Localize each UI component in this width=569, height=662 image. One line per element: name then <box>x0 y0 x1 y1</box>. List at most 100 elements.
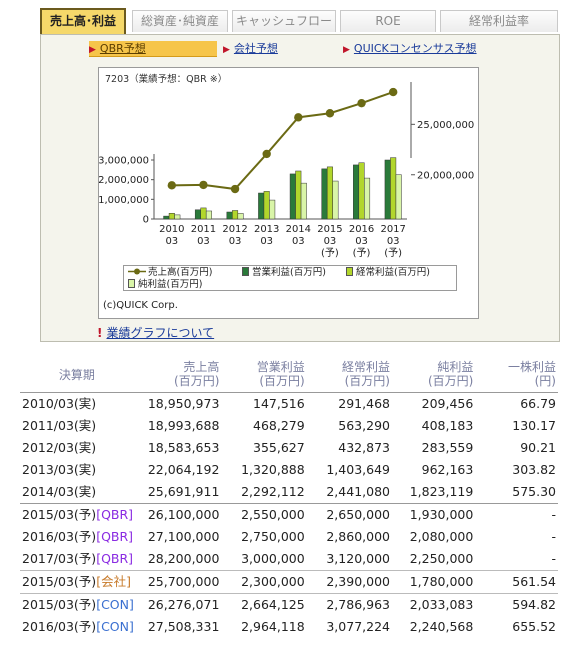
sales-cell: 18,950,973 <box>147 395 220 411</box>
legend-sales-label: 売上高(百万円) <box>148 267 213 278</box>
tab-cashflow[interactable]: キャッシュフロー <box>232 10 336 32</box>
sales-point <box>167 181 177 190</box>
sales-cell: 18,583,653 <box>147 439 220 455</box>
bar-operating <box>289 173 296 220</box>
sales-point <box>388 87 398 97</box>
tab-ordinary-margin[interactable]: 経常利益率 <box>440 10 558 32</box>
ordinary-cell: 3,077,224 <box>326 618 390 634</box>
operating-cell: 3,000,000 <box>241 550 305 566</box>
company-forecast-link[interactable]: 会社予想 <box>233 42 278 55</box>
col-net: 純利益 (百万円) <box>391 360 476 393</box>
table-header-row: 決算期 売上高 (百万円) 営業利益 (百万円) 経常利益 (百万円) 純利益 (百万円… <box>20 360 558 393</box>
sales-cell: 25,691,911 <box>147 483 220 499</box>
table-row: 2017/03(予)[QBR] 28,200,000 3,000,000 3,120,… <box>20 548 558 571</box>
sales-point <box>262 149 271 159</box>
table-body: 2010/03(実) 18,950,973 147,516 291,468 209,45… <box>20 392 558 638</box>
ordinary-cell: 1,403,649 <box>326 461 390 477</box>
subnav-company[interactable]: ▶ 会社予想 <box>223 41 343 57</box>
sales-line <box>171 91 394 191</box>
chart-note: ! 業績グラフについて <box>97 324 214 341</box>
category-label: 2011 <box>191 224 216 235</box>
table-row: 2015/03(予)[CON] 26,276,071 2,664,125 2,786,… <box>20 592 558 616</box>
bar-ordinary <box>326 166 333 220</box>
period-cell: 2013/03(実) <box>22 461 97 477</box>
net-cell: 209,456 <box>421 395 474 411</box>
chart-panel: ▶ QBR予想 ▶ 会社予想 ▶ QUICKコンセンサス予想 7203（業績予想：QB… <box>40 34 560 342</box>
arrow-right-icon: ▶ <box>223 45 230 55</box>
table-row: 2010/03(実) 18,950,973 147,516 291,468 209,45… <box>20 392 558 415</box>
category-label: (予) <box>384 247 402 259</box>
qbr-link[interactable]: QBR予想 <box>99 42 146 55</box>
bar-operating <box>321 168 328 220</box>
category-label: 03 <box>324 236 337 247</box>
sales-point <box>199 180 208 190</box>
bar-net <box>395 174 402 220</box>
category-label: 03 <box>260 236 273 247</box>
sales-cell: 26,100,000 <box>135 502 222 526</box>
operating-cell: 1,320,888 <box>241 461 305 477</box>
copyright: (c)QUICK Corp. <box>103 300 178 311</box>
earnings-table: 決算期 売上高 (百万円) 営業利益 (百万円) 経常利益 (百万円) 純利益 (百万円… <box>20 360 558 638</box>
tab-sales-profit[interactable]: 売上高･利益 <box>40 8 126 34</box>
table-row: 2012/03(実) 18,583,653 355,627 432,873 283,55… <box>20 437 558 459</box>
legend-line-icon <box>128 268 146 275</box>
net-cell: 1,780,000 <box>391 569 476 593</box>
sales-cell: 28,200,000 <box>147 550 220 566</box>
chart-title: 7203（業績予想：QBR ※） <box>105 73 227 85</box>
net-cell: 283,559 <box>421 439 474 455</box>
net-cell: 1,823,119 <box>409 483 474 499</box>
operating-cell: 2,664,125 <box>221 592 307 616</box>
eps-cell: - <box>551 528 556 544</box>
bar-net <box>364 177 371 220</box>
bar-net <box>332 180 339 220</box>
category-label: 2017 <box>380 224 405 235</box>
bar-ordinary <box>200 207 207 220</box>
eps-cell: - <box>551 550 556 566</box>
operating-cell: 355,627 <box>253 439 305 455</box>
ordinary-cell: 2,786,963 <box>306 592 392 616</box>
table-row: 2014/03(実) 25,691,911 2,292,112 2,441,080 1,… <box>20 481 558 504</box>
chart-legend: 売上高(百万円) 営業利益(百万円) 経常利益(百万円) 純利益(百万円) <box>123 265 457 291</box>
ordinary-cell: 2,650,000 <box>306 502 392 526</box>
ordinary-cell: 2,860,000 <box>326 528 390 544</box>
net-cell: 2,240,568 <box>409 618 474 634</box>
category-label: 2013 <box>254 224 279 235</box>
left-tick-label: 2,000,000 <box>99 175 149 186</box>
bar-ordinary <box>390 157 397 220</box>
chart-about-link[interactable]: 業績グラフについて <box>106 326 215 340</box>
bar-ordinary <box>263 191 270 220</box>
period-cell: 2017/03(予)[QBR] <box>22 550 134 566</box>
table-row: 2013/03(実) 22,064,192 1,320,888 1,403,649 96… <box>20 459 558 481</box>
tab-assets[interactable]: 総資産･純資産 <box>132 10 228 32</box>
col-sales: 売上高 (百万円) <box>135 360 222 393</box>
operating-cell: 2,300,000 <box>221 569 307 593</box>
tab-roe[interactable]: ROE <box>340 10 436 32</box>
bar-operating <box>194 209 201 220</box>
subnav-quick[interactable]: ▶ QUICKコンセンサス予想 <box>343 41 503 57</box>
operating-cell: 2,292,112 <box>241 483 305 499</box>
quick-consensus-link[interactable]: QUICKコンセンサス予想 <box>353 42 477 55</box>
bar-ordinary <box>358 162 365 220</box>
period-cell: 2016/03(予)[QBR] <box>22 528 134 544</box>
sales-point <box>294 113 303 122</box>
source-tag: [会社] <box>96 573 131 589</box>
legend-sales: 売上高(百万円) <box>128 267 212 279</box>
bar-ordinary <box>232 210 239 220</box>
subnav-qbr[interactable]: ▶ QBR予想 <box>89 41 217 57</box>
source-tag: [QBR] <box>96 528 134 544</box>
eps-cell: 575.30 <box>512 483 556 499</box>
col-eps: 一株利益 (円) <box>475 360 558 393</box>
sales-point <box>230 184 240 194</box>
sales-cell: 27,100,000 <box>147 528 220 544</box>
net-cell: 2,033,083 <box>391 592 476 616</box>
ordinary-cell: 432,873 <box>338 439 390 455</box>
source-tag: [CON] <box>96 618 134 634</box>
col-period: 決算期 <box>20 360 136 393</box>
category-label: 2016 <box>349 224 374 235</box>
category-label: 2014 <box>286 224 311 235</box>
ordinary-cell: 3,120,000 <box>326 550 390 566</box>
period-cell: 2014/03(実) <box>22 483 97 499</box>
table-row: 2015/03(予)[会社] 25,700,000 2,300,000 2,390,0… <box>20 569 558 593</box>
legend-net: 純利益(百万円) <box>128 279 202 291</box>
eps-cell: - <box>475 502 558 526</box>
